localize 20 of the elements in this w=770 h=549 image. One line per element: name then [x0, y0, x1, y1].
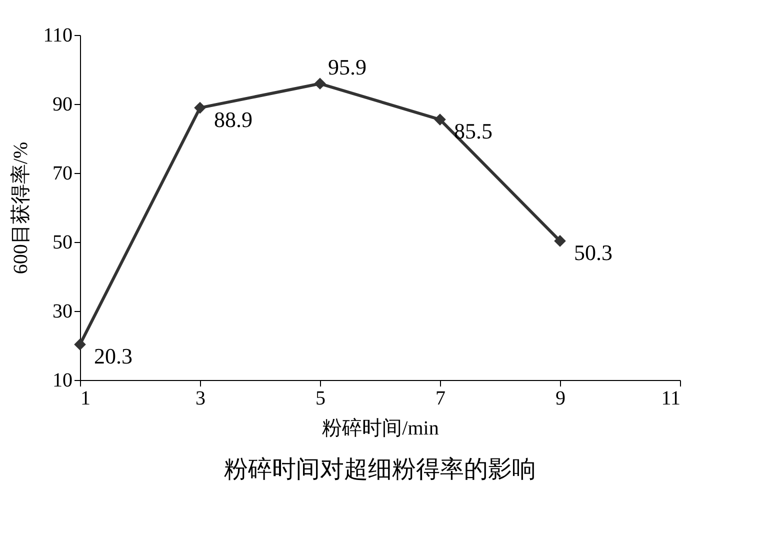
y-tick-label: 50: [52, 232, 72, 254]
data-label: 95.9: [328, 54, 366, 80]
text: 粉碎时间对超细粉得率的影响: [224, 455, 536, 483]
data-label: 85.5: [454, 118, 492, 144]
x-axis-title: 粉碎时间/min: [322, 418, 439, 440]
y-tick-label: 30: [52, 300, 72, 322]
x-tick-label: 3: [196, 388, 206, 410]
x-tick-label: 11: [661, 388, 680, 410]
y-tick-label: 10: [52, 370, 72, 392]
y-axis-title: 600目获得率/%: [10, 142, 32, 274]
x-tick-label: 1: [80, 388, 90, 410]
x-tick-label: 9: [556, 388, 566, 410]
data-label: 50.3: [574, 240, 612, 265]
y-tick-label: 90: [52, 94, 72, 116]
y-tick-label: 110: [43, 24, 72, 46]
x-tick-label: 5: [316, 388, 326, 410]
x-tick-label: 7: [436, 388, 446, 410]
y-tick-label: 70: [52, 162, 72, 184]
data-label: 20.3: [94, 343, 132, 368]
data-label: 88.9: [214, 106, 252, 132]
